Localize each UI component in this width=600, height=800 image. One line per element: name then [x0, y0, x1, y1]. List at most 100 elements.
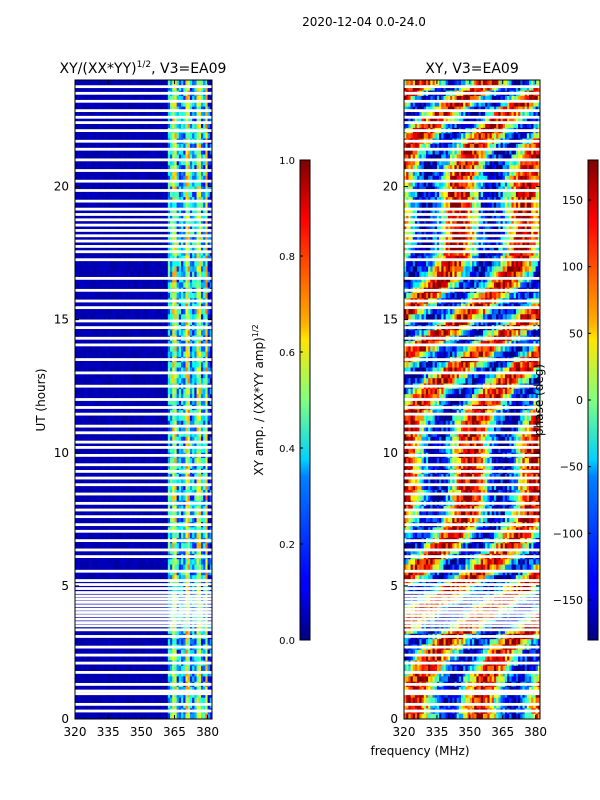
heatmap-cell — [83, 346, 87, 353]
heatmap-cell — [105, 202, 109, 209]
heatmap-cell — [200, 170, 204, 177]
heatmap-cell — [75, 399, 78, 406]
heatmap-cell — [77, 223, 81, 230]
heatmap-cell — [205, 133, 209, 140]
heatmap-cell — [174, 202, 178, 209]
heatmap-cell — [99, 282, 103, 289]
heatmap-cell — [150, 415, 153, 422]
heatmap-cell — [192, 415, 195, 422]
heatmap-cell — [194, 250, 198, 257]
heatmap-cell — [81, 442, 85, 449]
heatmap-cell — [203, 165, 206, 172]
heatmap-cell — [83, 245, 87, 251]
heatmap-cell — [154, 85, 158, 92]
heatmap-cell — [194, 420, 198, 427]
heatmap-cell — [147, 159, 151, 166]
heatmap-cell — [147, 229, 151, 236]
heatmap-cell — [200, 213, 204, 220]
heatmap-cell — [88, 436, 92, 443]
heatmap-cell — [130, 143, 134, 150]
heatmap-cell — [88, 447, 92, 454]
heatmap-cell — [75, 213, 78, 220]
heatmap-cell — [108, 202, 111, 209]
heatmap-cell — [183, 207, 187, 214]
heatmap-cell — [165, 149, 169, 156]
heatmap-cell — [189, 111, 193, 118]
heatmap-cell — [99, 388, 103, 395]
heatmap-cell — [178, 308, 182, 315]
heatmap-cell — [143, 170, 147, 177]
heatmap-cell — [196, 85, 200, 92]
heatmap-cell — [152, 223, 156, 230]
heatmap-cell — [90, 271, 94, 278]
heatmap-cell — [183, 372, 187, 379]
heatmap-cell — [77, 458, 81, 464]
heatmap-cell — [209, 266, 212, 273]
heatmap-cell — [187, 426, 191, 433]
heatmap-cell — [150, 229, 153, 236]
heatmap-cell — [196, 234, 200, 241]
heatmap-cell — [141, 159, 145, 166]
heatmap-cell — [174, 207, 178, 214]
heatmap-cell — [145, 362, 149, 369]
heatmap-cell — [176, 170, 180, 177]
heatmap-cell — [116, 213, 120, 220]
heatmap-cell — [207, 117, 211, 124]
heatmap-cell — [130, 170, 134, 177]
heatmap-cell — [110, 170, 114, 177]
heatmap-cell — [150, 175, 153, 182]
heatmap-cell — [170, 266, 173, 273]
heatmap-cell — [163, 362, 167, 369]
heatmap-cell — [81, 420, 85, 427]
heatmap-cell — [141, 431, 145, 438]
heatmap-cell — [209, 191, 212, 198]
heatmap-cell — [128, 346, 131, 353]
heatmap-cell — [130, 436, 134, 443]
heatmap-cell — [145, 495, 149, 502]
heatmap-cell — [200, 165, 204, 172]
heatmap-cell — [90, 367, 94, 374]
heatmap-cell — [194, 266, 198, 273]
heatmap-cell — [139, 308, 142, 315]
heatmap-cell — [136, 111, 140, 118]
heatmap-cell — [110, 80, 114, 86]
heatmap-cell — [154, 484, 158, 491]
heatmap-cell — [189, 458, 193, 464]
heatmap-cell — [77, 479, 81, 486]
heatmap-cell — [187, 207, 191, 214]
heatmap-cell — [83, 372, 87, 379]
heatmap-cell — [88, 319, 92, 326]
heatmap-cell — [207, 293, 211, 299]
heatmap-cell — [203, 149, 206, 156]
heatmap-cell — [198, 202, 202, 209]
heatmap-cell — [101, 122, 105, 129]
heatmap-cell — [185, 154, 189, 161]
heatmap-cell — [116, 319, 120, 326]
heatmap-cell — [174, 436, 178, 443]
heatmap-cell — [134, 415, 138, 422]
heatmap-cell — [119, 154, 122, 161]
heatmap-cell — [192, 170, 195, 177]
heatmap-cell — [150, 165, 153, 172]
heatmap-cell — [86, 293, 89, 299]
heatmap-cell — [194, 181, 198, 188]
heatmap-cell — [156, 351, 160, 358]
heatmap-cell — [99, 213, 103, 220]
heatmap-cell — [170, 261, 173, 267]
heatmap-cell — [174, 293, 178, 299]
heatmap-cell — [134, 282, 138, 289]
heatmap-cell — [83, 479, 87, 486]
heatmap-cell — [90, 170, 94, 177]
heatmap-cell — [123, 175, 127, 182]
heatmap-cell — [163, 80, 167, 86]
heatmap-cell — [83, 266, 87, 273]
heatmap-cell — [207, 495, 211, 502]
heatmap-cell — [116, 191, 120, 198]
heatmap-cell — [178, 223, 182, 230]
heatmap-cell — [170, 431, 173, 438]
heatmap-cell — [105, 282, 109, 289]
heatmap-cell — [88, 149, 92, 156]
heatmap-cell — [170, 191, 173, 198]
heatmap-cell — [170, 308, 173, 315]
heatmap-cell — [165, 117, 169, 124]
